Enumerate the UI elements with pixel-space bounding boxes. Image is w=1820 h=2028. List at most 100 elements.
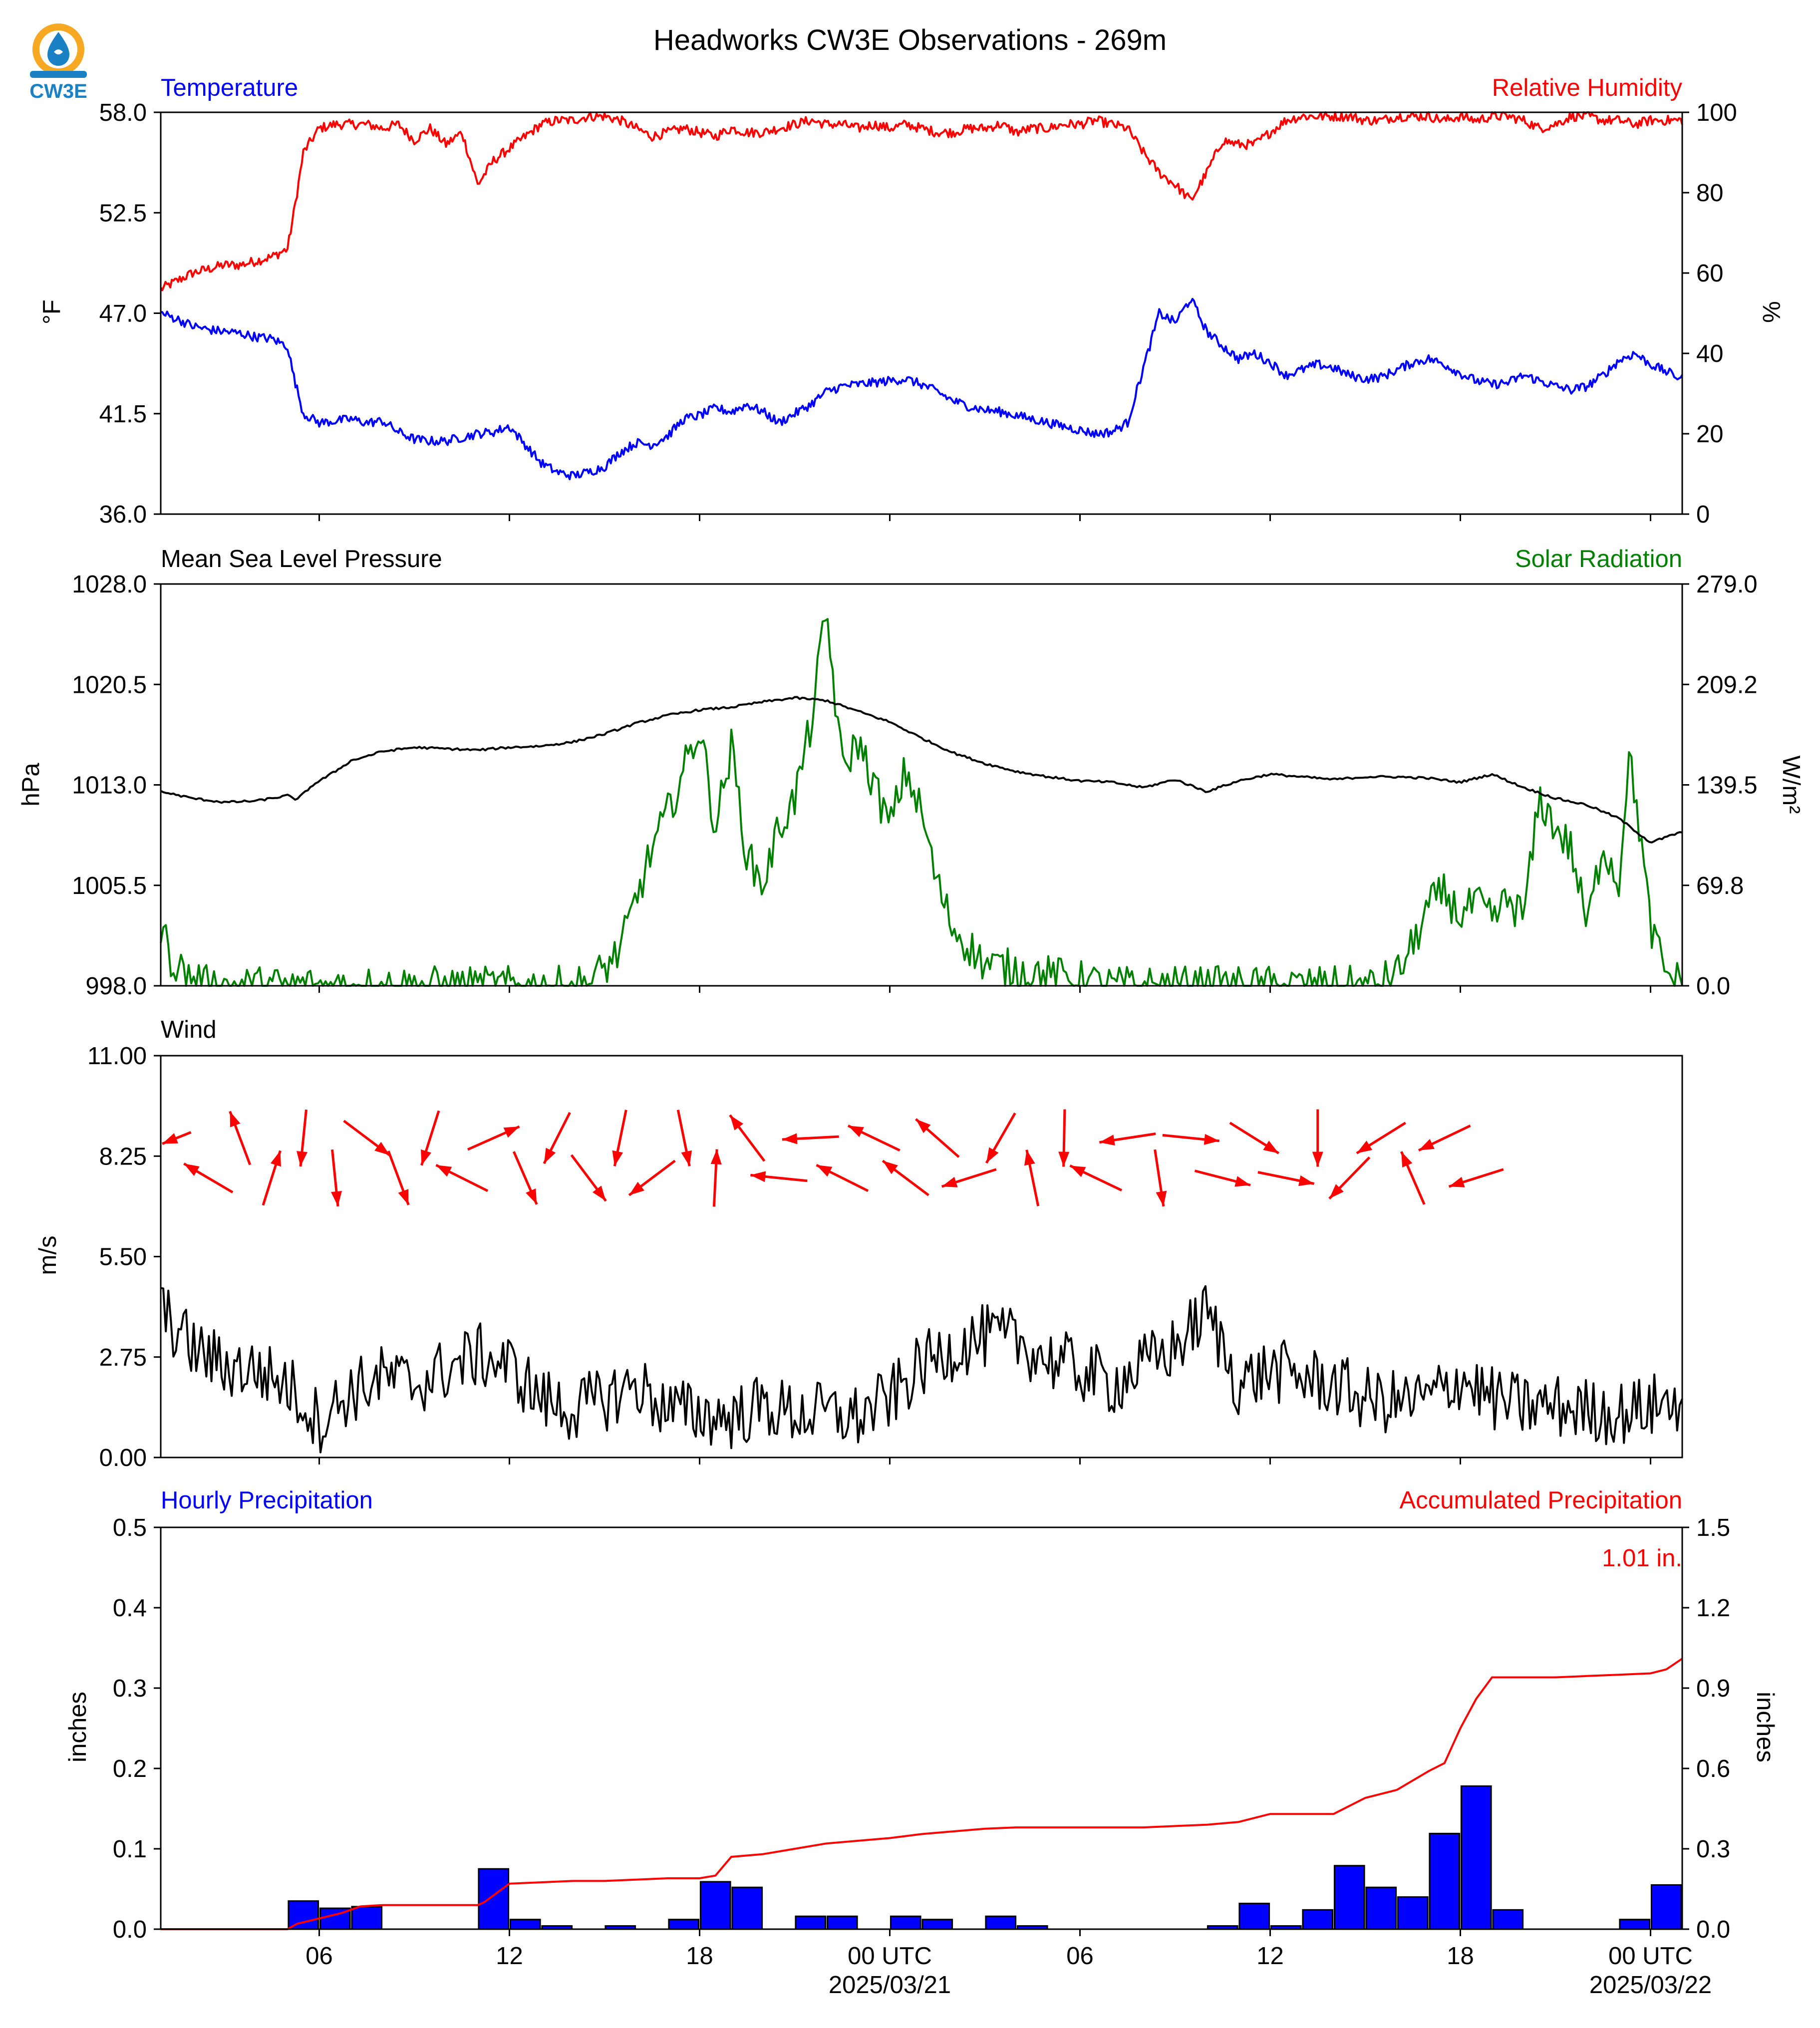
precip-bar — [1365, 1886, 1397, 1930]
left-y-tick-label: 36.0 — [99, 501, 147, 528]
wind-vector-head — [883, 1160, 898, 1174]
wind-vector-head — [1070, 1165, 1086, 1177]
temperature-ylabel: °F — [38, 299, 65, 324]
x-tick-label: 00 UTC — [1608, 1943, 1693, 1970]
wind-vector-head — [436, 1165, 452, 1177]
wind-vector-head — [1058, 1152, 1070, 1167]
wind-vector — [941, 1168, 997, 1188]
left-y-tick-label: 0.2 — [113, 1755, 147, 1782]
left-y-tick-label: 47.0 — [99, 300, 147, 327]
wind-vector-head — [1449, 1176, 1465, 1187]
wind-vector-head — [526, 1188, 537, 1204]
wind-vector — [914, 1118, 960, 1158]
humidity-ylabel: % — [1758, 301, 1785, 323]
wind-vector-head — [1234, 1176, 1251, 1187]
panel-frame — [160, 111, 1683, 515]
wind-vector — [847, 1125, 901, 1152]
right-y-tick-label: 0.9 — [1696, 1675, 1730, 1702]
left-y-tick-label: 41.5 — [99, 401, 147, 428]
x-tick-label: 12 — [496, 1943, 523, 1970]
solar-title: Solar Radiation — [1515, 546, 1682, 573]
wind-vector-head — [421, 1149, 432, 1165]
precip-bar — [890, 1915, 921, 1930]
wind-vector — [1448, 1168, 1504, 1188]
wind-vector-head — [612, 1150, 623, 1166]
wind-vector-head — [915, 1119, 931, 1134]
wind-vector-head — [592, 1185, 606, 1201]
panel-1-plot — [160, 111, 1683, 515]
left-y-tick-label: 0.4 — [113, 1595, 147, 1622]
precip-bar — [795, 1915, 827, 1930]
precip-bar — [288, 1900, 319, 1930]
wind-vector — [331, 1149, 342, 1207]
total-precip-label: 1.01 in. — [1602, 1545, 1682, 1572]
wind-vector — [1069, 1164, 1123, 1191]
wind-vector-head — [986, 1147, 999, 1163]
wind-vector — [1024, 1150, 1040, 1206]
pressure-title: Mean Sea Level Pressure — [161, 546, 442, 573]
wind-vector-head — [816, 1165, 833, 1177]
right-y-tick-label: 40 — [1696, 340, 1724, 367]
left-y-tick-label: 1020.5 — [72, 671, 147, 698]
solar-ylabel: W/m² — [1778, 756, 1805, 814]
right-y-tick-label: 0.3 — [1696, 1836, 1730, 1863]
right-y-tick-label: 1.5 — [1696, 1514, 1730, 1541]
wind-vector — [183, 1162, 234, 1193]
wind-vector — [162, 1131, 192, 1145]
wind-vector — [710, 1149, 722, 1207]
x-tick-label: 18 — [1447, 1943, 1474, 1970]
panel-frame — [160, 1055, 1683, 1458]
wind-vector-head — [297, 1151, 307, 1166]
wind-vector — [543, 1112, 571, 1164]
accum-ylabel: inches — [1752, 1692, 1779, 1762]
wind-vector-head — [331, 1190, 342, 1206]
right-y-tick-label: 100 — [1696, 99, 1737, 126]
wind-vector — [570, 1154, 607, 1202]
left-y-tick-label: 11.00 — [87, 1043, 147, 1070]
precip-bar — [985, 1915, 1017, 1930]
wind-vector-head — [710, 1149, 722, 1165]
accumulated-precip-line — [161, 1658, 1683, 1930]
precip-bar — [1460, 1785, 1492, 1930]
left-y-tick-label: 0.5 — [113, 1514, 147, 1541]
panel-1-ticks: 58.0 52.5 47.0 41.5 36.0 100 80 60 40 20 0 — [99, 99, 1737, 528]
accum-precip-title: Accumulated Precipitation — [1399, 1487, 1682, 1514]
wind-vector-head — [1204, 1134, 1219, 1145]
pressure-solar-panel: Mean Sea Level Pressure Solar Radiation … — [17, 546, 1805, 1000]
wind-vector-head — [1356, 1141, 1373, 1154]
pressure-ylabel: hPa — [17, 763, 44, 807]
hourly-precip-title: Hourly Precipitation — [161, 1487, 373, 1514]
wind-ylabel: m/s — [34, 1236, 61, 1275]
wind-vector-head — [374, 1142, 390, 1156]
right-y-tick-label: 1.2 — [1696, 1595, 1730, 1622]
wind-vector — [816, 1163, 869, 1192]
wind-vector — [1312, 1109, 1323, 1167]
left-y-tick-label: 2.75 — [99, 1344, 147, 1371]
cw3e-logo: CW3E — [29, 23, 87, 102]
right-y-tick-label: 69.8 — [1696, 872, 1744, 899]
wind-vector — [1194, 1169, 1251, 1187]
precip-bar — [731, 1886, 763, 1930]
wind-vector — [1356, 1122, 1406, 1155]
precip-bar — [826, 1915, 858, 1930]
panel-2-plot — [160, 583, 1683, 987]
left-y-tick-label: 8.25 — [99, 1143, 147, 1170]
wind-vector-head — [1401, 1152, 1413, 1167]
wind-vector — [343, 1120, 391, 1157]
precipitation-panel: Hourly Precipitation Accumulated Precipi… — [64, 1487, 1779, 1999]
wind-vector — [1229, 1122, 1279, 1155]
x-tick-label: 06 — [305, 1943, 333, 1970]
panel-4-ticks: 0.5 0.4 0.3 0.2 0.1 0.0 1.5 1.2 0.9 0.6 0.3 0.0 — [113, 1514, 1730, 1943]
wind-vector — [1154, 1149, 1167, 1207]
wind-vector — [229, 1111, 252, 1165]
wind-speed-line — [160, 1285, 1683, 1453]
panel-3-plot — [160, 1055, 1683, 1458]
precip-bar — [1333, 1865, 1365, 1930]
left-y-tick-label: 5.50 — [99, 1244, 147, 1271]
pressure-line — [160, 696, 1683, 844]
chart-title: Headworks CW3E Observations - 269m — [653, 24, 1167, 56]
x-date-label: 2025/03/21 — [829, 1972, 951, 1999]
wind-vector-head — [1024, 1150, 1035, 1166]
